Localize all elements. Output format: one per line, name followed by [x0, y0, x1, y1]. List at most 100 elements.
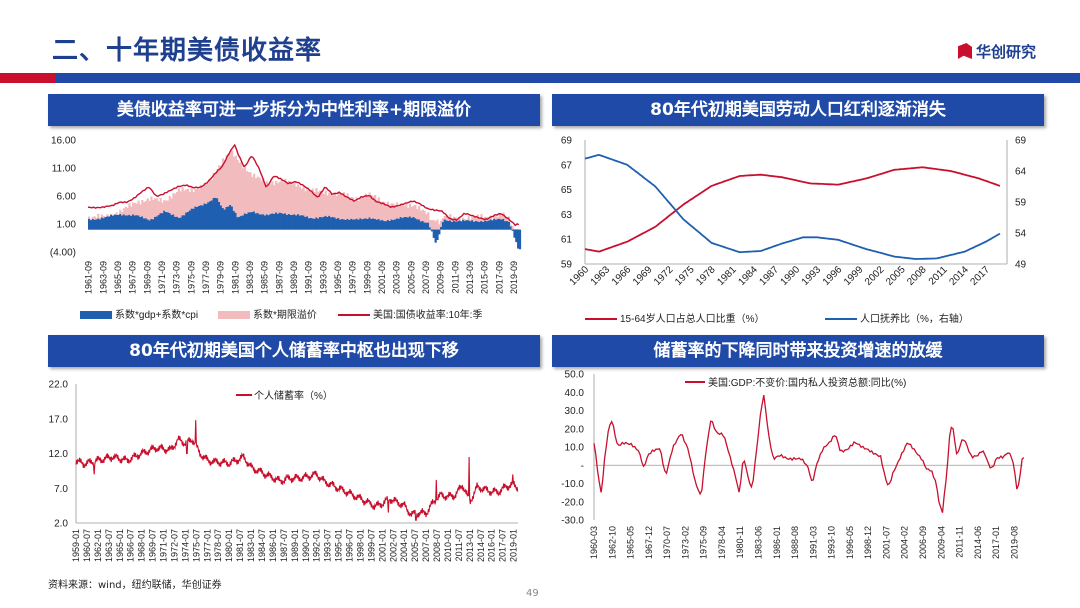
chart1-term-premium-bar: [256, 176, 259, 213]
chart1-term-premium-bar: [267, 183, 270, 216]
chart1-gdp-cpi-bar: [478, 221, 481, 230]
chart1-gdp-cpi-bar: [386, 219, 390, 230]
chart3-xtick-label: 1981-07: [235, 529, 245, 562]
chart1-gdp-cpi-bar: [441, 222, 445, 230]
chart1-gdp-cpi-bar: [172, 214, 175, 230]
chart1-gdp-cpi-bar: [308, 218, 311, 230]
chart1-term-premium-bar: [289, 181, 292, 215]
chart1-gdp-cpi-bar: [317, 218, 320, 230]
chart1-term-premium-bar: [397, 206, 401, 219]
chart1-term-premium-bar: [493, 215, 496, 219]
chart1-term-premium-bar: [463, 219, 467, 221]
chart1-term-premium-bar: [441, 218, 445, 223]
chart1-gdp-cpi-bar: [298, 215, 302, 230]
chart1-term-premium-bar: [253, 173, 256, 212]
chart2-ytick-right-label: 69: [1015, 136, 1027, 147]
chart1-gdp-cpi-bar: [408, 216, 412, 230]
chart4-ytick-label: -: [581, 461, 584, 472]
chart4-ytick-label: -20.0: [561, 497, 584, 508]
chart1-term-premium-bar: [429, 220, 432, 228]
chart3-ytick-label: 22.0: [49, 380, 69, 391]
chart2-ytick-left-label: 67: [561, 160, 573, 171]
chart1-term-premium-bar: [181, 187, 184, 216]
chart1-gdp-cpi-bar: [363, 218, 366, 230]
chart1-xtick-label: 1979-09: [216, 261, 226, 294]
chart1-gdp-cpi-bar: [416, 219, 419, 230]
chart1-xtick-label: 1987-09: [274, 261, 284, 294]
chart1-gdp-cpi-bar: [430, 229, 434, 232]
chart1-gdp-cpi-bar: [91, 218, 94, 230]
chart1-xtick-label: 2005-09: [406, 261, 416, 294]
chart1-gdp-cpi-bar: [518, 229, 522, 250]
chart1-term-premium-bar: [132, 202, 135, 215]
chart1-term-premium-bar: [311, 188, 314, 219]
chart1-term-premium-bar: [146, 198, 149, 220]
chart3-xtick-label: 2017-07: [498, 529, 508, 562]
chart1-term-premium-bar: [93, 216, 96, 220]
chart1-term-premium-bar: [449, 214, 452, 221]
chart1-term-premium-bar: [467, 216, 470, 221]
chart1-term-premium-bar: [324, 190, 327, 216]
header-bar-accent: [0, 73, 55, 83]
chart3-xtick-label: 2002-07: [388, 529, 398, 562]
chart2-xtick-label: 1993: [800, 264, 824, 288]
chart1-gdp-cpi-bar: [451, 221, 454, 230]
chart1-term-premium-bar: [425, 214, 428, 223]
chart2-xtick-label: 2011: [927, 264, 950, 287]
chart2-xtick-label: 1984: [736, 264, 760, 288]
chart1-xtick-label: 1989-09: [289, 261, 299, 294]
chart1-gdp-cpi-bar: [423, 222, 426, 230]
chart1-legend-swatch-term-premium: [218, 311, 250, 319]
chart1-term-premium-bar: [335, 195, 338, 219]
chart1-gdp-cpi-bar: [247, 212, 250, 230]
chart2-ytick-left-label: 61: [561, 235, 573, 246]
chart4-xtick-label: 1973-02: [680, 526, 690, 559]
chart3-title: 80年代初期美国个人储蓄率中枢也出现下移: [48, 335, 540, 367]
chart1-term-premium-bar: [203, 183, 206, 204]
chart1-gdp-cpi-bar: [467, 220, 470, 230]
chart1-gdp-cpi-bar: [322, 216, 325, 230]
chart1-term-premium-bar: [159, 198, 162, 214]
chart1-gdp-cpi-bar: [271, 213, 274, 230]
chart3-xtick-label: 1975-07: [191, 529, 201, 562]
chart1-gdp-cpi-bar: [124, 215, 127, 230]
chart1-gdp-cpi-bar: [275, 212, 278, 230]
chart1-term-premium-bar: [220, 165, 223, 206]
chart1-term-premium-bar: [198, 189, 201, 207]
chart3-xtick-label: 2004-01: [399, 529, 409, 562]
chart1-gdp-cpi-bar: [394, 219, 397, 230]
chart4-title: 储蓄率的下降同时带来投资增速的放缓: [552, 335, 1044, 367]
chart1-term-premium-bar: [190, 188, 193, 209]
chart1-gdp-cpi-bar: [185, 212, 188, 230]
chart1-term-premium-bar: [308, 190, 311, 219]
chart1-term-premium-bar: [421, 209, 424, 221]
chart1-term-premium-bar: [392, 203, 395, 221]
chart1-gdp-cpi-bar: [480, 220, 483, 230]
chart1-gdp-cpi-bar: [126, 215, 129, 230]
chart4-xtick-label: 1978-04: [717, 526, 727, 559]
chart1-term-premium-bar: [165, 200, 168, 212]
chart2-ytick-left-label: 69: [561, 136, 573, 147]
chart1-gdp-cpi-bar: [320, 217, 324, 230]
chart3-ytick-label: 17.0: [49, 414, 69, 425]
chart1-gdp-cpi-bar: [293, 214, 296, 230]
chart1-gdp-cpi-bar: [419, 221, 423, 230]
chart1-term-premium-bar: [440, 220, 443, 227]
chart1-gdp-cpi-bar: [187, 211, 190, 230]
chart3-xtick-label: 2019-01: [509, 529, 519, 562]
chart1-term-premium-bar: [326, 195, 329, 217]
chart1-gdp-cpi-bar: [289, 214, 292, 230]
chart1-term-premium-bar: [341, 193, 344, 219]
chart1-term-premium-bar: [495, 216, 498, 220]
chart1-gdp-cpi-bar: [95, 219, 98, 230]
chart1-term-premium-bar: [115, 212, 118, 215]
chart1-term-premium-bar: [258, 177, 261, 215]
chart1-gdp-cpi-bar: [231, 206, 234, 230]
page-number: 49: [526, 588, 539, 599]
chart1-term-premium-bar: [416, 209, 419, 220]
chart1-gdp-cpi-bar: [152, 219, 155, 230]
chart1-xtick-label: 1995-09: [333, 261, 343, 294]
chart1-gdp-cpi-bar: [383, 221, 386, 230]
chart1-term-premium-bar: [419, 210, 423, 222]
chart1-gdp-cpi-bar: [374, 218, 377, 230]
